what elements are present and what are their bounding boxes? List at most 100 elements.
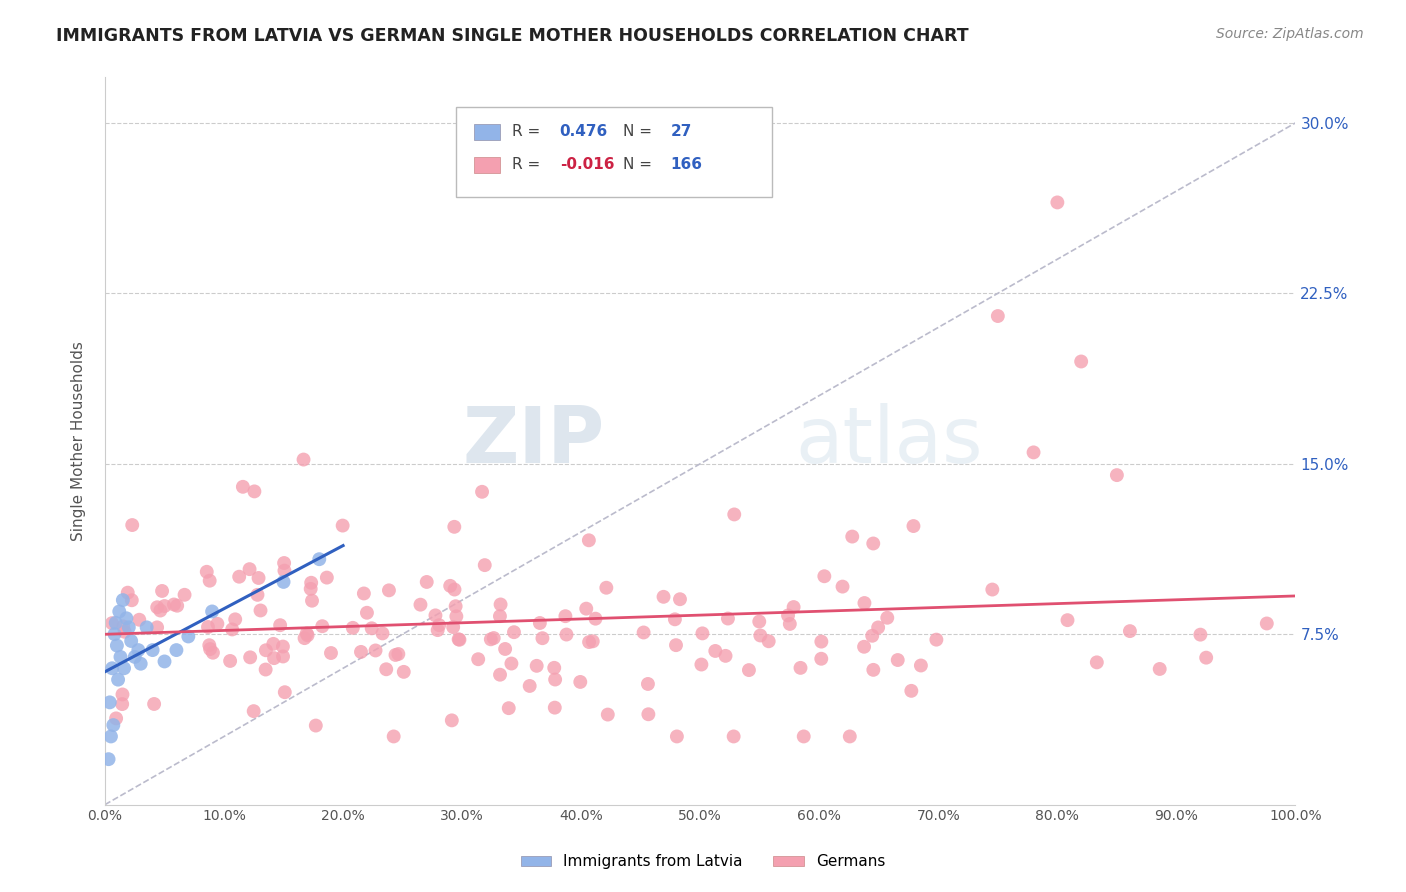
Point: [692, 626, 714, 640]
Point: [637, 677, 659, 691]
Point: [555, 627, 578, 641]
Point: [153, 655, 176, 669]
Point: [868, 620, 890, 634]
Point: [128, 613, 150, 627]
Text: N =: N =: [623, 125, 657, 139]
Point: [776, 608, 799, 623]
Point: [1189, 627, 1212, 641]
Point: [585, 612, 607, 626]
Point: [925, 632, 948, 647]
Point: [146, 620, 169, 634]
Point: [489, 598, 512, 612]
Y-axis label: Single Mother Households: Single Mother Households: [72, 341, 86, 541]
Point: [489, 609, 512, 624]
Point: [1105, 468, 1128, 483]
Point: [104, 615, 127, 630]
Point: [198, 642, 221, 657]
Point: [107, 673, 129, 687]
Point: [219, 654, 242, 668]
Point: [1149, 662, 1171, 676]
Point: [1256, 616, 1278, 631]
Point: [723, 508, 745, 522]
Point: [142, 643, 165, 657]
Point: [569, 675, 592, 690]
Point: [529, 615, 551, 630]
Point: [150, 584, 173, 599]
Point: [544, 700, 567, 714]
Point: [665, 730, 688, 744]
Point: [981, 582, 1004, 597]
Point: [201, 646, 224, 660]
Point: [124, 649, 146, 664]
Text: Source: ZipAtlas.com: Source: ZipAtlas.com: [1216, 27, 1364, 41]
Point: [1046, 195, 1069, 210]
Text: 166: 166: [671, 157, 703, 172]
Point: [717, 611, 740, 625]
Point: [862, 536, 884, 550]
Point: [120, 634, 142, 648]
Point: [198, 638, 221, 652]
Point: [910, 658, 932, 673]
Point: [110, 649, 132, 664]
Point: [115, 611, 138, 625]
Point: [443, 582, 465, 597]
Text: 0.476: 0.476: [560, 125, 607, 139]
Point: [489, 667, 512, 681]
Point: [887, 653, 910, 667]
Point: [166, 599, 188, 613]
Point: [249, 603, 271, 617]
Point: [101, 616, 124, 631]
Point: [305, 718, 328, 732]
Point: [704, 644, 727, 658]
Point: [98, 695, 121, 709]
Point: [228, 570, 250, 584]
Point: [295, 626, 318, 640]
Point: [853, 640, 876, 654]
Point: [1070, 354, 1092, 368]
Point: [111, 593, 134, 607]
Point: [544, 673, 567, 687]
Point: [749, 628, 772, 642]
Point: [315, 571, 337, 585]
Point: [114, 624, 136, 639]
Point: [543, 661, 565, 675]
Point: [443, 520, 465, 534]
Point: [301, 593, 323, 607]
Point: [841, 530, 863, 544]
Point: [669, 592, 692, 607]
Point: [319, 646, 342, 660]
Point: [903, 519, 925, 533]
Point: [439, 579, 461, 593]
Point: [748, 615, 770, 629]
Point: [111, 688, 134, 702]
Point: [232, 480, 254, 494]
Point: [243, 484, 266, 499]
Point: [860, 629, 883, 643]
Point: [440, 714, 463, 728]
Point: [360, 621, 382, 635]
Point: [239, 562, 262, 576]
Point: [254, 643, 277, 657]
Point: [503, 625, 526, 640]
Point: [135, 620, 157, 634]
Point: [246, 588, 269, 602]
Point: [308, 552, 330, 566]
Point: [247, 571, 270, 585]
Point: [103, 627, 125, 641]
Point: [531, 631, 554, 645]
Point: [444, 599, 467, 614]
Point: [1195, 650, 1218, 665]
Point: [758, 634, 780, 648]
Point: [292, 452, 315, 467]
Point: [378, 583, 401, 598]
Point: [392, 665, 415, 679]
Point: [554, 609, 576, 624]
Point: [118, 620, 141, 634]
Point: [299, 575, 322, 590]
Point: [197, 620, 219, 634]
Point: [471, 484, 494, 499]
Point: [501, 657, 523, 671]
Point: [271, 649, 294, 664]
Point: [1119, 624, 1142, 639]
Point: [117, 585, 139, 599]
